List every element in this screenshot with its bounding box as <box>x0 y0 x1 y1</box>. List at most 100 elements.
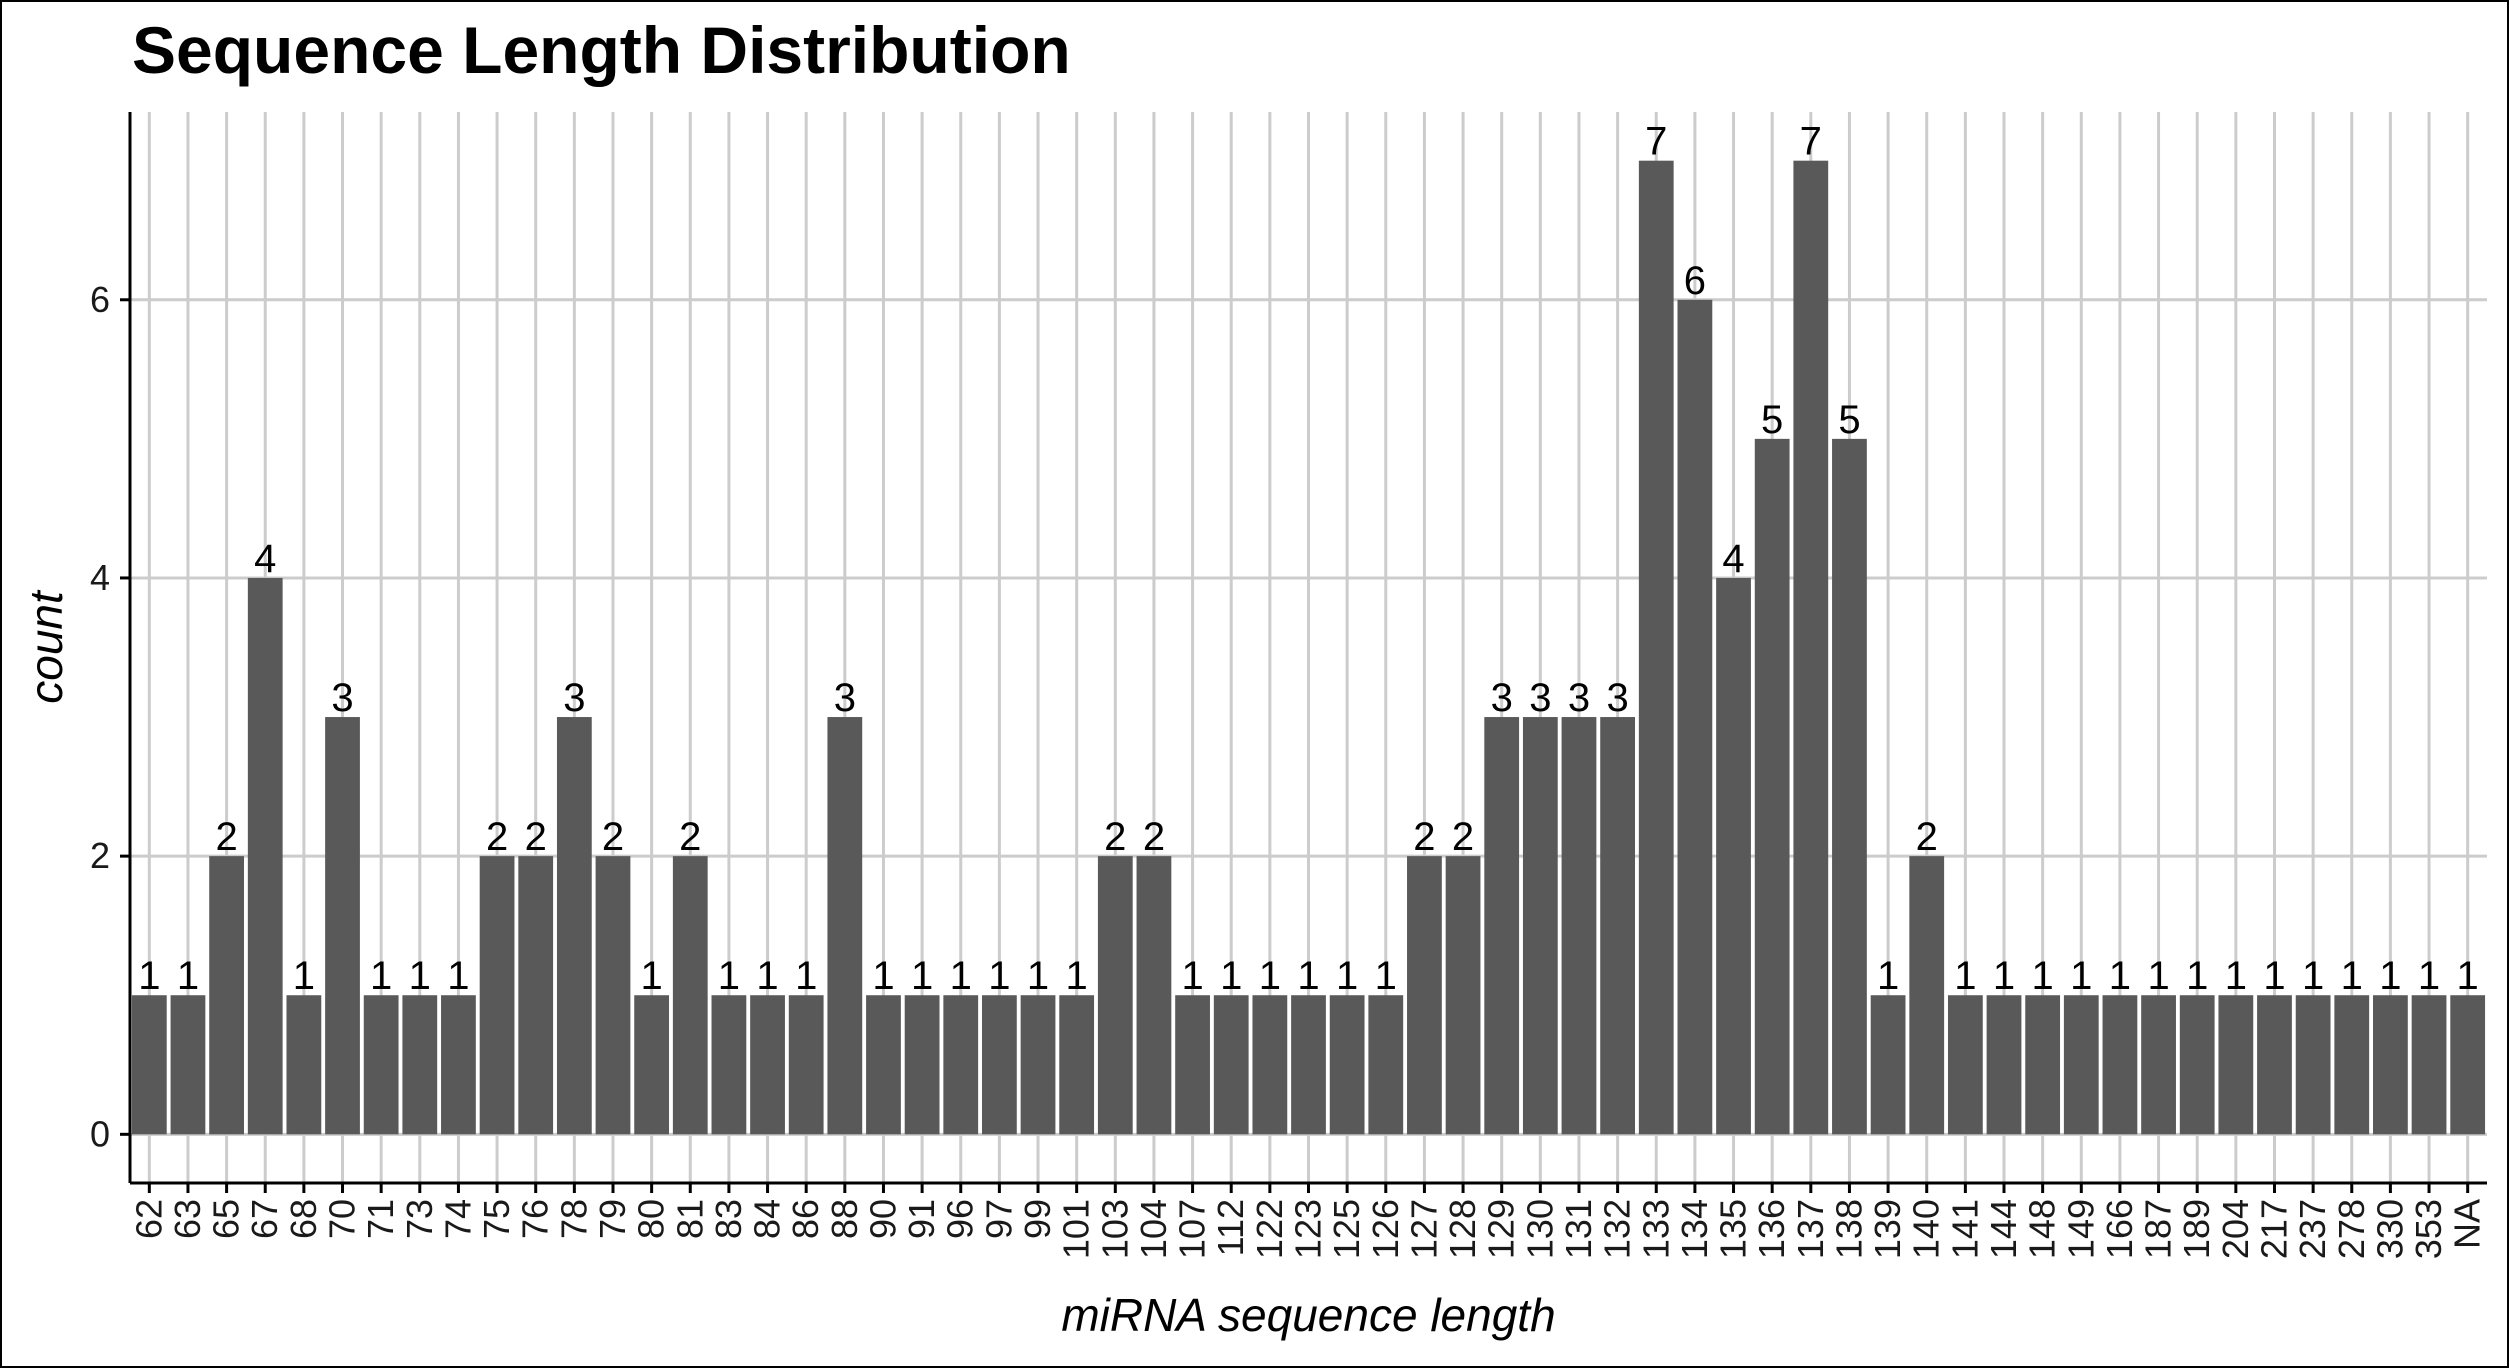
x-tick-label: 90 <box>862 1199 903 1239</box>
bar <box>556 717 592 1135</box>
bar <box>827 717 863 1135</box>
x-tick-label: 76 <box>515 1199 556 1239</box>
bar-value-label: 2 <box>1143 815 1165 859</box>
x-tick-label: 140 <box>1906 1199 1947 1259</box>
bar-value-label: 2 <box>679 815 701 859</box>
bar-value-label: 1 <box>1220 954 1242 998</box>
x-tick-label: 62 <box>128 1199 169 1239</box>
bar <box>247 577 283 1135</box>
bar-value-label: 1 <box>756 954 778 998</box>
bar-value-label: 2 <box>525 815 547 859</box>
x-tick-label: 81 <box>669 1199 710 1239</box>
x-tick-label: 70 <box>322 1199 363 1239</box>
x-tick-label: 144 <box>1983 1199 2024 1259</box>
x-tick-label: 148 <box>2022 1199 2063 1259</box>
x-tick-label: 141 <box>1944 1199 1985 1259</box>
bar-value-label: 1 <box>1027 954 1049 998</box>
x-tick-label: 149 <box>2060 1199 2101 1259</box>
bar-value-label: 1 <box>2302 954 2324 998</box>
bar-value-label: 2 <box>602 815 624 859</box>
y-tick-label: 6 <box>90 279 110 320</box>
bar <box>2063 995 2099 1135</box>
x-tick-label: 80 <box>631 1199 672 1239</box>
bar-value-label: 4 <box>254 537 276 581</box>
bar-value-label: 1 <box>2225 954 2247 998</box>
bar-value-label: 2 <box>486 815 508 859</box>
bar <box>170 995 206 1135</box>
bar <box>1445 856 1481 1135</box>
bar-value-label: 1 <box>2263 954 2285 998</box>
bar <box>2179 995 2215 1135</box>
bar <box>2450 995 2486 1135</box>
x-tick-label: 166 <box>2099 1199 2140 1259</box>
bar-value-label: 1 <box>409 954 431 998</box>
x-tick-label: 65 <box>206 1199 247 1239</box>
bar-value-label: 1 <box>2109 954 2131 998</box>
x-tick-label: 63 <box>167 1199 208 1239</box>
bar <box>363 995 399 1135</box>
bar-value-label: 2 <box>1413 815 1435 859</box>
x-tick-label: 96 <box>940 1199 981 1239</box>
x-tick-label: 126 <box>1365 1199 1406 1259</box>
bar-value-label: 1 <box>1297 954 1319 998</box>
bar-value-label: 1 <box>447 954 469 998</box>
bar-value-label: 1 <box>2418 954 2440 998</box>
x-tick-label: 91 <box>901 1199 942 1239</box>
bar <box>1020 995 1056 1135</box>
bar-value-label: 1 <box>1993 954 2015 998</box>
bar <box>479 856 515 1135</box>
bar-value-label: 1 <box>293 954 315 998</box>
bar-value-label: 1 <box>1066 954 1088 998</box>
bar <box>2025 995 2061 1135</box>
bar <box>1252 995 1288 1135</box>
bar <box>325 717 360 1135</box>
x-tick-label: NA <box>2447 1199 2488 1249</box>
bar-value-label: 6 <box>1684 259 1706 303</box>
bar <box>672 856 708 1135</box>
bar <box>1870 995 1906 1135</box>
bar <box>1368 995 1404 1135</box>
x-tick-label: 83 <box>708 1199 749 1239</box>
bar <box>711 995 747 1135</box>
bar-value-label: 2 <box>1104 815 1126 859</box>
bar <box>441 995 476 1135</box>
bar-value-label: 1 <box>988 954 1010 998</box>
bar-value-label: 3 <box>1606 676 1628 720</box>
bar-value-label: 1 <box>641 954 663 998</box>
bar <box>1136 856 1172 1135</box>
x-tick-label: 136 <box>1751 1199 1792 1259</box>
bar <box>1097 856 1133 1135</box>
x-tick-label: 217 <box>2253 1199 2294 1259</box>
bar <box>1947 995 1983 1135</box>
bar-value-label: 1 <box>2341 954 2363 998</box>
x-tick-label: 130 <box>1519 1199 1560 1259</box>
bar-value-label: 1 <box>1375 954 1397 998</box>
bar-value-label: 1 <box>2379 954 2401 998</box>
bar <box>1754 438 1790 1135</box>
y-axis-title: count <box>20 589 72 704</box>
x-tick-label: 330 <box>2369 1199 2410 1259</box>
bar-value-label: 4 <box>1722 537 1744 581</box>
x-tick-label: 84 <box>747 1199 788 1239</box>
x-tick-label: 353 <box>2408 1199 2449 1259</box>
bar-value-label: 5 <box>1838 398 1860 442</box>
x-tick-label: 128 <box>1442 1199 1483 1259</box>
bar-value-label: 1 <box>177 954 199 998</box>
bar-value-label: 1 <box>950 954 972 998</box>
bar <box>1561 717 1597 1135</box>
bar-value-label: 7 <box>1800 120 1822 164</box>
x-tick-label: 134 <box>1674 1199 1715 1259</box>
bar <box>2218 995 2254 1135</box>
x-tick-label: 88 <box>824 1199 865 1239</box>
bar <box>286 995 322 1135</box>
bar <box>788 995 824 1135</box>
x-tick-label: 139 <box>1867 1199 1908 1259</box>
x-tick-label: 78 <box>553 1199 594 1239</box>
bar <box>1600 717 1636 1135</box>
bar <box>866 995 901 1135</box>
x-tick-label: 187 <box>2138 1199 2179 1259</box>
bar-value-label: 3 <box>1568 676 1590 720</box>
bar <box>943 995 979 1135</box>
